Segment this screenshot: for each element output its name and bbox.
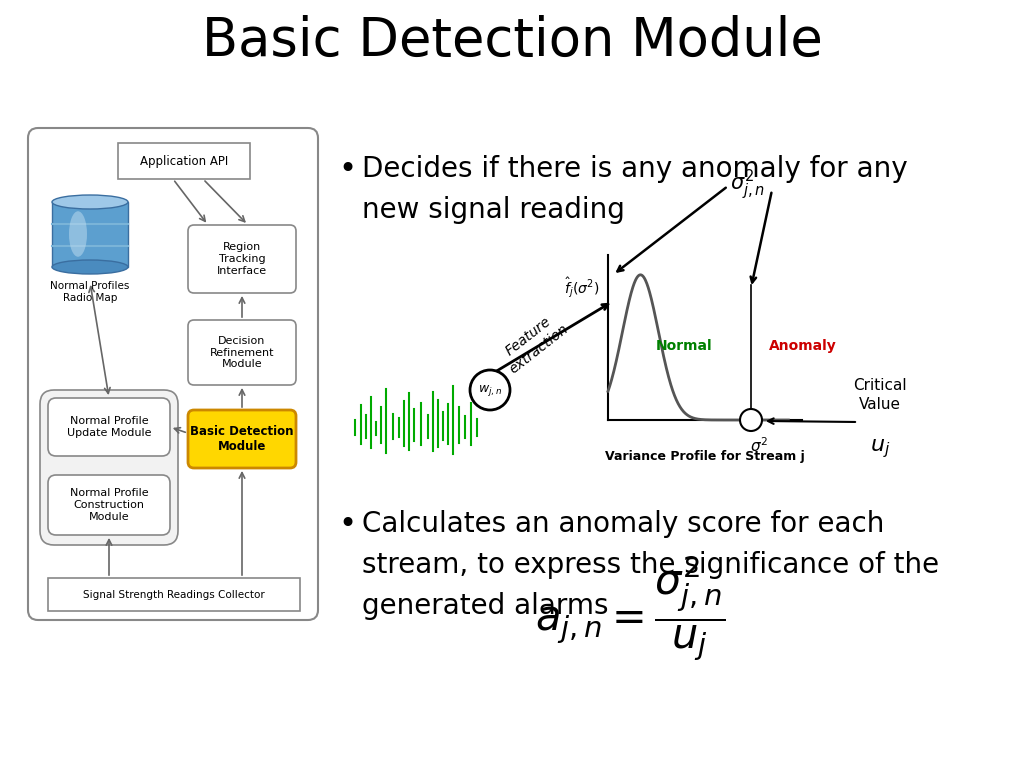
Text: $\sigma^2$: $\sigma^2$ — [750, 436, 768, 455]
FancyBboxPatch shape — [28, 128, 318, 620]
Text: Decides if there is any anomaly for any
new signal reading: Decides if there is any anomaly for any … — [362, 155, 907, 224]
Text: Normal Profile
Construction
Module: Normal Profile Construction Module — [70, 488, 148, 521]
Text: Decision
Refinement
Module: Decision Refinement Module — [210, 336, 274, 369]
Text: Anomaly: Anomaly — [769, 339, 837, 353]
FancyBboxPatch shape — [40, 390, 178, 545]
Text: Normal Profiles
Radio Map: Normal Profiles Radio Map — [50, 281, 130, 303]
Text: Basic Detection
Module: Basic Detection Module — [190, 425, 294, 453]
Bar — [48, 578, 300, 611]
Text: Signal Strength Readings Collector: Signal Strength Readings Collector — [83, 590, 265, 600]
Bar — [118, 143, 250, 179]
Circle shape — [470, 370, 510, 410]
Ellipse shape — [52, 260, 128, 274]
Bar — [52, 202, 128, 267]
Text: Variance Profile for Stream j: Variance Profile for Stream j — [605, 450, 805, 463]
Text: Feature
extraction: Feature extraction — [497, 310, 570, 377]
Text: Region
Tracking
Interface: Region Tracking Interface — [217, 243, 267, 276]
Text: $\hat{f}_j(\sigma^2)$: $\hat{f}_j(\sigma^2)$ — [564, 276, 600, 300]
Text: Normal: Normal — [656, 339, 713, 353]
Text: Normal Profile
Update Module: Normal Profile Update Module — [67, 416, 152, 438]
FancyBboxPatch shape — [188, 320, 296, 385]
Ellipse shape — [69, 211, 87, 257]
Text: •: • — [338, 155, 356, 184]
FancyBboxPatch shape — [188, 225, 296, 293]
FancyBboxPatch shape — [48, 475, 170, 535]
Text: $\sigma^2_{j,n}$: $\sigma^2_{j,n}$ — [730, 168, 765, 203]
Circle shape — [740, 409, 762, 431]
Text: $a_{j,n} = \dfrac{\sigma^2_{j,n}}{u_j}$: $a_{j,n} = \dfrac{\sigma^2_{j,n}}{u_j}$ — [535, 553, 725, 663]
Text: $w_{j,n}$: $w_{j,n}$ — [478, 382, 502, 398]
Text: Critical
Value: Critical Value — [853, 378, 907, 412]
Text: •: • — [338, 510, 356, 539]
Text: $u_j$: $u_j$ — [869, 437, 890, 460]
Text: Calculates an anomaly score for each
stream, to express the significance of the
: Calculates an anomaly score for each str… — [362, 510, 939, 621]
FancyBboxPatch shape — [188, 410, 296, 468]
FancyBboxPatch shape — [48, 398, 170, 456]
Text: Application API: Application API — [140, 154, 228, 167]
Text: Basic Detection Module: Basic Detection Module — [202, 15, 822, 67]
Ellipse shape — [52, 195, 128, 209]
